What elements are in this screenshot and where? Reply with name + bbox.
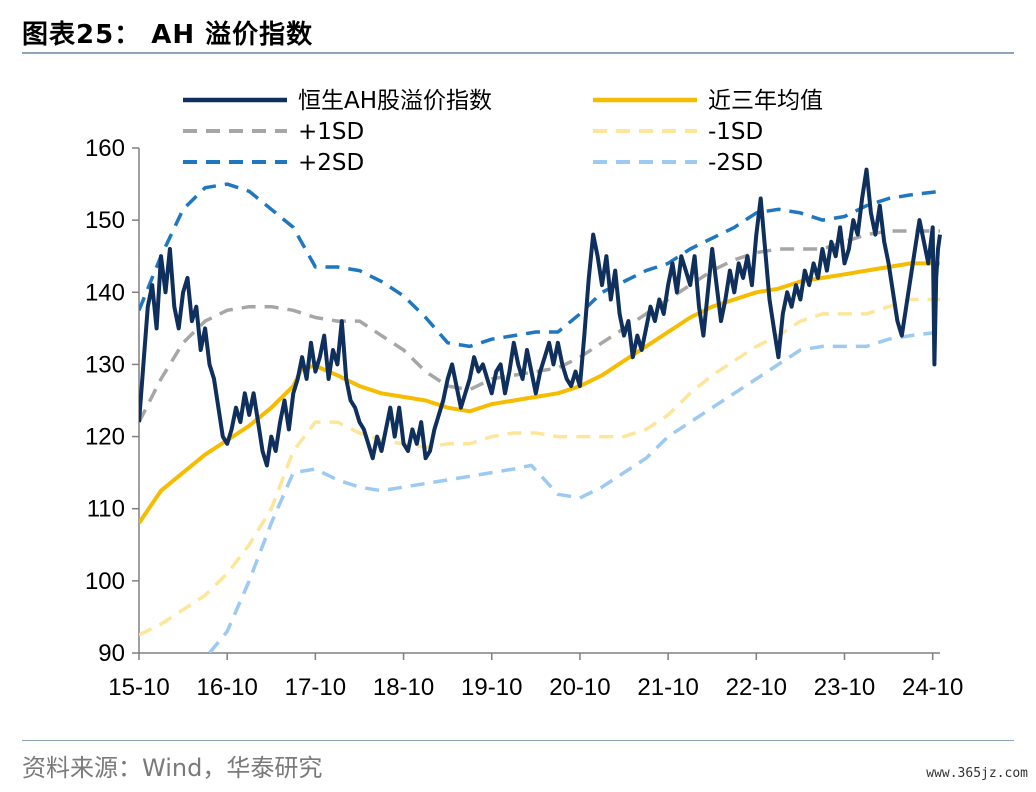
series-line-1 [139, 261, 940, 525]
y-tick-label: 110 [87, 496, 125, 523]
watermark: www.365jz.com [926, 766, 1028, 781]
source-note: 资料来源：Wind，华泰研究 [22, 754, 323, 782]
y-tick-label: 100 [85, 568, 125, 595]
y-tick-label: 120 [85, 424, 125, 451]
legend-label-2: +1SD [298, 119, 364, 145]
ah-premium-chart: 90 100 110 120 130 140 150 160 15-10 16-10 17-10 18… [85, 88, 963, 701]
x-tick-label: 22-10 [726, 674, 787, 701]
x-tick-label: 17-10 [285, 674, 346, 701]
series-line-0 [139, 167, 942, 468]
x-tick-label: 20-10 [549, 674, 610, 701]
series-line-3 [139, 297, 940, 637]
y-tick-label: 140 [85, 279, 125, 306]
y-tick-label: 160 [85, 135, 125, 162]
series-line-4 [139, 182, 941, 349]
figure-title: 图表25： AH 溢价指数 [22, 20, 314, 50]
legend-label-3: -1SD [708, 119, 763, 145]
legend-label-5: -2SD [708, 150, 763, 176]
legend-label-4: +2SD [298, 150, 364, 176]
title-divider [22, 52, 1014, 54]
x-tick-label: 19-10 [461, 674, 522, 701]
x-tick-label: 21-10 [637, 674, 698, 701]
legend-label-1: 近三年均值 [708, 88, 823, 114]
source-divider [22, 740, 1014, 741]
x-tick-label: 15-10 [108, 674, 169, 701]
chart-axes: 90 100 110 120 130 140 150 160 15-10 16-10 17-10 18… [85, 135, 963, 701]
x-tick-label: 18-10 [373, 674, 434, 701]
y-tick-label: 90 [98, 640, 125, 667]
y-tick-label: 130 [85, 351, 125, 378]
chart-series [139, 167, 942, 653]
series-line-2 [139, 229, 940, 423]
x-tick-label: 24-10 [902, 674, 963, 701]
chart-legend: 恒生AH股溢价指数 近三年均值 +1SD -1SD +2SD -2SD [183, 88, 823, 176]
x-tick-label: 16-10 [196, 674, 257, 701]
x-tick-label: 23-10 [814, 674, 875, 701]
y-tick-label: 150 [85, 207, 125, 234]
legend-label-0: 恒生AH股溢价指数 [298, 88, 492, 114]
series-line-5 [208, 330, 941, 653]
